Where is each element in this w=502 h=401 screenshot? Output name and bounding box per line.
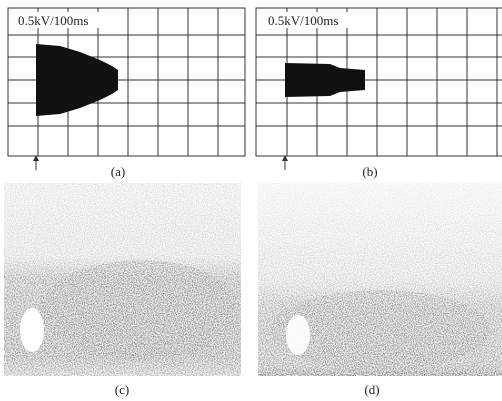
oscillogram-b: 0.5kV/100ms (b) [256,8,502,179]
caption: (a) [111,164,125,179]
caption: (c) [115,382,129,397]
scale-label: 0.5kV/100ms [18,13,88,28]
oscillogram-a: 0.5kV/100ms (a) [8,8,245,179]
photo-d: (d) [258,183,502,397]
waveform [285,63,365,97]
scale-label: 0.5kV/100ms [268,13,338,28]
photo-c: (c) [4,183,241,397]
figure: 0.5kV/100ms (a) 0.5kV/100ms (b) (c) [0,0,502,401]
waveform [36,44,118,116]
caption: (b) [362,164,377,179]
caption: (d) [364,382,379,397]
